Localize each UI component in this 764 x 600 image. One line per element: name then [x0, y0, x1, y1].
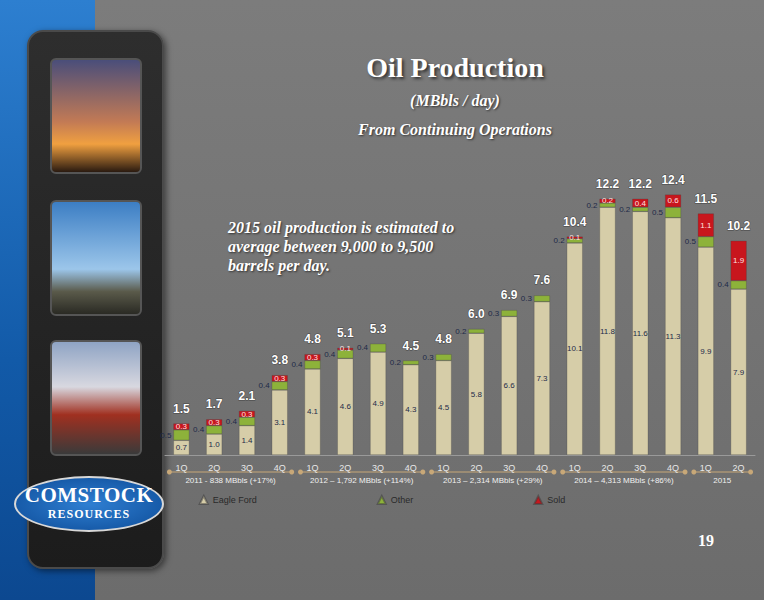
svg-text:0.5: 0.5 [652, 208, 664, 217]
svg-text:2013 – 2,314 MBbls (+29%): 2013 – 2,314 MBbls (+29%) [443, 476, 543, 485]
svg-text:0.4: 0.4 [717, 280, 729, 289]
svg-text:0.1: 0.1 [569, 233, 581, 242]
svg-text:0.3: 0.3 [422, 353, 434, 362]
svg-text:6.9: 6.9 [501, 288, 518, 302]
svg-text:0.4: 0.4 [635, 199, 647, 208]
svg-text:3Q: 3Q [634, 463, 646, 473]
svg-text:1.0: 1.0 [209, 440, 221, 449]
svg-text:0.4: 0.4 [226, 417, 238, 426]
svg-text:1.9: 1.9 [733, 256, 745, 265]
svg-text:0.4: 0.4 [357, 343, 369, 352]
svg-text:1.4: 1.4 [241, 436, 253, 445]
svg-text:7.6: 7.6 [534, 273, 551, 287]
svg-text:0.2: 0.2 [455, 327, 467, 336]
svg-text:2Q: 2Q [733, 463, 745, 473]
svg-text:9.9: 9.9 [700, 347, 712, 356]
svg-text:7.3: 7.3 [536, 374, 548, 383]
svg-text:4.5: 4.5 [438, 403, 450, 412]
svg-text:4.8: 4.8 [435, 332, 452, 346]
svg-text:6.0: 6.0 [468, 307, 485, 321]
svg-text:11.5: 11.5 [694, 192, 717, 206]
svg-text:0.5: 0.5 [160, 431, 172, 440]
svg-text:1Q: 1Q [438, 463, 450, 473]
svg-text:3.1: 3.1 [274, 418, 286, 427]
svg-text:0.3: 0.3 [521, 294, 533, 303]
svg-text:0.4: 0.4 [259, 381, 271, 390]
svg-text:0.7: 0.7 [176, 443, 188, 452]
svg-text:3Q: 3Q [372, 463, 384, 473]
svg-text:4.6: 4.6 [340, 402, 352, 411]
svg-text:4.5: 4.5 [402, 339, 419, 353]
svg-text:1.7: 1.7 [206, 397, 223, 411]
svg-text:10.4: 10.4 [563, 215, 587, 229]
svg-text:11.8: 11.8 [600, 327, 616, 336]
svg-text:4Q: 4Q [274, 463, 286, 473]
svg-text:0.2: 0.2 [602, 196, 614, 205]
html-text:From Continuing Operations: From Continuing Operations [358, 121, 552, 138]
svg-text:12.2: 12.2 [596, 177, 620, 191]
svg-text:2011 - 838 MBbls (+17%): 2011 - 838 MBbls (+17%) [185, 476, 276, 485]
svg-text:0.3: 0.3 [209, 418, 221, 427]
svg-text:1Q: 1Q [306, 463, 318, 473]
svg-text:10.1: 10.1 [567, 344, 583, 353]
svg-text:11.6: 11.6 [633, 329, 649, 338]
svg-text:2014 – 4,313 MBbls (+86%): 2014 – 4,313 MBbls (+86%) [574, 476, 674, 485]
svg-text:4.1: 4.1 [307, 407, 319, 416]
svg-text:0.3: 0.3 [488, 309, 500, 318]
svg-text:0.3: 0.3 [274, 374, 286, 383]
svg-text:0.2: 0.2 [390, 358, 402, 367]
svg-text:3Q: 3Q [241, 463, 253, 473]
svg-text:5.3: 5.3 [370, 322, 387, 336]
svg-text:10.2: 10.2 [727, 219, 751, 233]
html-text:COMSTOCK: COMSTOCK [24, 483, 154, 507]
html-text:(MBbls / day): (MBbls / day) [410, 92, 500, 109]
svg-text:0.4: 0.4 [324, 350, 336, 359]
svg-text:0.2: 0.2 [619, 205, 631, 214]
svg-text:5.1: 5.1 [337, 326, 354, 340]
html-text:Oil Production: Oil Production [366, 52, 544, 83]
html-text:19: 19 [698, 532, 714, 549]
svg-text:4Q: 4Q [667, 463, 679, 473]
svg-text:0.2: 0.2 [554, 236, 566, 245]
svg-text:2Q: 2Q [601, 463, 613, 473]
svg-text:Sold: Sold [547, 495, 565, 505]
svg-text:2Q: 2Q [470, 463, 482, 473]
svg-text:4.9: 4.9 [372, 399, 384, 408]
svg-text:0.2: 0.2 [586, 201, 598, 210]
svg-text:12.2: 12.2 [629, 177, 653, 191]
svg-text:3Q: 3Q [503, 463, 515, 473]
svg-text:Eagle Ford: Eagle Ford [213, 495, 257, 505]
svg-text:0.3: 0.3 [176, 422, 188, 431]
svg-text:4Q: 4Q [536, 463, 548, 473]
svg-text:0.4: 0.4 [291, 360, 303, 369]
svg-text:2015: 2015 [713, 476, 731, 485]
svg-text:12.4: 12.4 [661, 173, 685, 187]
svg-text:1.5: 1.5 [173, 402, 190, 416]
svg-text:0.6: 0.6 [667, 196, 679, 205]
svg-text:0.1: 0.1 [340, 344, 352, 353]
svg-text:4.3: 4.3 [405, 405, 417, 414]
svg-text:2.1: 2.1 [239, 389, 256, 403]
svg-text:0.3: 0.3 [307, 353, 319, 362]
svg-text:Other: Other [391, 495, 414, 505]
svg-text:3.8: 3.8 [271, 353, 288, 367]
svg-text:1Q: 1Q [175, 463, 187, 473]
svg-text:2Q: 2Q [208, 463, 220, 473]
svg-text:11.3: 11.3 [666, 332, 682, 341]
svg-text:2Q: 2Q [339, 463, 351, 473]
svg-text:0.4: 0.4 [193, 425, 205, 434]
svg-text:6.6: 6.6 [504, 381, 516, 390]
svg-text:0.3: 0.3 [241, 410, 253, 419]
svg-text:1.1: 1.1 [700, 221, 712, 230]
svg-text:1Q: 1Q [569, 463, 581, 473]
svg-text:2012 – 1,792 MBbls (+114%): 2012 – 1,792 MBbls (+114%) [310, 476, 414, 485]
svg-text:4.8: 4.8 [304, 332, 321, 346]
html-text:2015 oil production is estimat: 2015 oil production is estimated to aver… [228, 219, 455, 274]
svg-text:4Q: 4Q [405, 463, 417, 473]
html-text:RESOURCES: RESOURCES [47, 507, 131, 521]
svg-text:5.8: 5.8 [471, 390, 483, 399]
svg-text:1Q: 1Q [700, 463, 712, 473]
svg-text:0.5: 0.5 [685, 237, 697, 246]
svg-text:7.9: 7.9 [733, 368, 745, 377]
